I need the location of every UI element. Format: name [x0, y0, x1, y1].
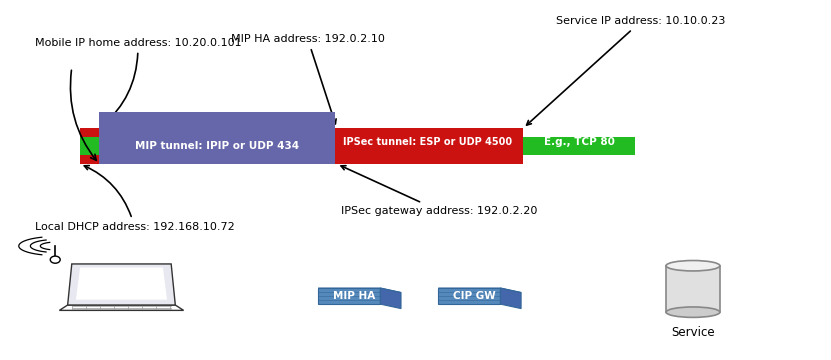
Polygon shape	[438, 288, 521, 293]
Bar	[524, 137, 635, 155]
Bar	[337, 128, 524, 164]
Ellipse shape	[666, 307, 720, 318]
Text: IPSec tunnel: ESP or UDP 4500: IPSec tunnel: ESP or UDP 4500	[343, 138, 513, 148]
Polygon shape	[381, 288, 401, 309]
Text: MIP HA: MIP HA	[333, 291, 376, 301]
Text: CIP GW: CIP GW	[453, 291, 496, 301]
Polygon shape	[500, 288, 521, 309]
Polygon shape	[76, 267, 167, 300]
Text: E.g., TCP 80: E.g., TCP 80	[544, 138, 615, 148]
Ellipse shape	[50, 256, 60, 263]
Polygon shape	[318, 288, 401, 293]
Bar	[80, 137, 101, 155]
Text: Local DHCP address: 192.168.10.72: Local DHCP address: 192.168.10.72	[35, 166, 234, 232]
Text: Service IP address: 10.10.0.23: Service IP address: 10.10.0.23	[527, 17, 725, 125]
Bar	[99, 112, 335, 164]
Text: MIP HA address: 192.0.2.10: MIP HA address: 192.0.2.10	[231, 34, 385, 124]
Polygon shape	[67, 264, 175, 305]
Polygon shape	[318, 288, 381, 304]
Text: Mobile IP home address: 10.20.0.101: Mobile IP home address: 10.20.0.101	[35, 38, 241, 125]
Polygon shape	[59, 305, 184, 310]
Bar	[666, 266, 720, 312]
Text: Service: Service	[671, 327, 715, 339]
Text: MIP tunnel: IPIP or UDP 434: MIP tunnel: IPIP or UDP 434	[135, 141, 299, 151]
Bar	[80, 128, 345, 164]
Polygon shape	[438, 288, 500, 304]
Text: IPSec gateway address: 192.0.2.20: IPSec gateway address: 192.0.2.20	[341, 166, 538, 216]
Ellipse shape	[666, 261, 720, 271]
